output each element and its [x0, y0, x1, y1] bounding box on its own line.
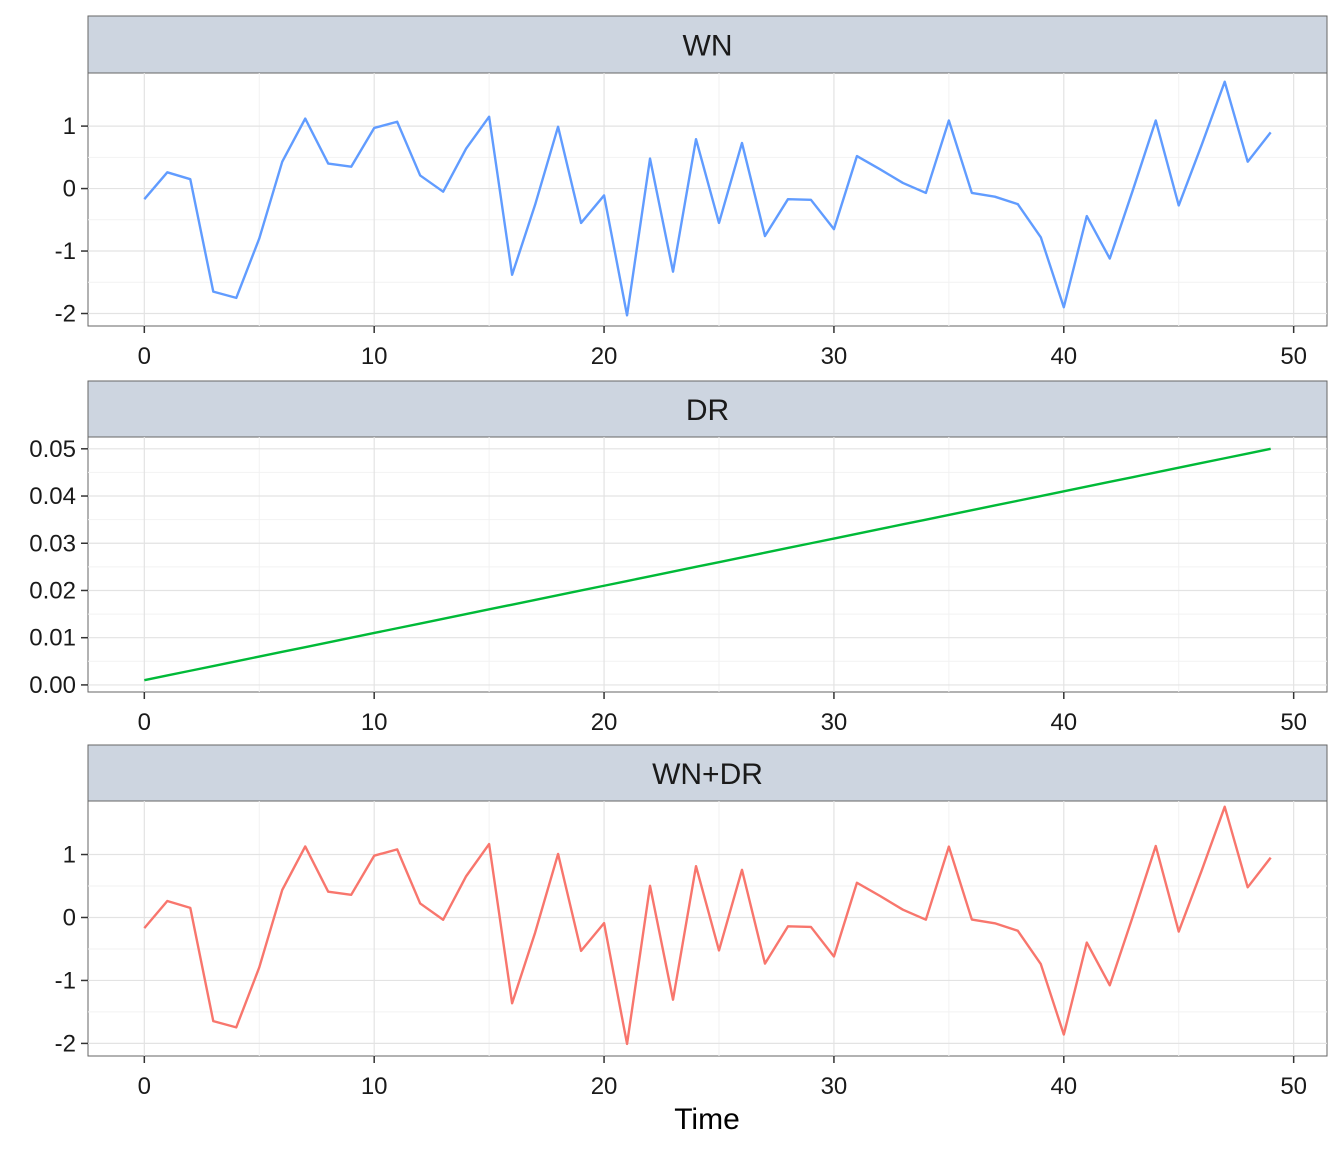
- gridlines: [88, 801, 1327, 1056]
- strip-background: [87, 15, 1328, 74]
- y-tick-label: -1: [55, 967, 76, 994]
- y-tick-label: 1: [63, 842, 76, 869]
- y-tick-label: 0.03: [29, 530, 76, 557]
- x-tick-label: 40: [1050, 1073, 1077, 1100]
- x-tick-label: 20: [591, 1073, 618, 1100]
- strip-background: [87, 380, 1328, 438]
- x-tick-label: 30: [821, 1073, 848, 1100]
- strip-label: WN+DR: [652, 758, 763, 791]
- x-tick-label: 20: [591, 343, 618, 370]
- plot-area: [87, 800, 1328, 1057]
- series-line-wn: [143, 80, 1272, 317]
- x-tick-label: 0: [138, 343, 151, 370]
- y-tick-label: 1: [63, 113, 76, 140]
- x-tick-label: 10: [361, 1073, 388, 1100]
- y-tick-label: 0: [63, 176, 76, 203]
- panel-dr: DR 0.00 0.01 0.02 0.03 0.04 0.05 0 10 20 30 40 50: [29, 380, 1328, 736]
- y-tick-label: 0: [63, 904, 76, 931]
- x-tick-label: 30: [821, 709, 848, 736]
- strip-background: [87, 744, 1328, 802]
- series-line-wn-dr: [143, 805, 1272, 1046]
- x-tick-label: 50: [1280, 1073, 1307, 1100]
- y-tick-label: 0.01: [29, 625, 76, 652]
- x-tick-label: 40: [1050, 343, 1077, 370]
- x-axis-title: Time: [674, 1103, 740, 1136]
- x-tick-label: 20: [591, 709, 618, 736]
- y-tick-label: 0.02: [29, 577, 76, 604]
- series-layer: [144, 447, 1271, 682]
- x-tick-label: 10: [361, 709, 388, 736]
- y-tick-label: -2: [55, 301, 76, 328]
- y-tick-label: -1: [55, 238, 76, 265]
- x-tick-label: 30: [821, 343, 848, 370]
- axes: 0.00 0.01 0.02 0.03 0.04 0.05 0 10 20 30 40 50: [29, 436, 1307, 736]
- y-tick-label: 0.00: [29, 672, 76, 699]
- series-layer: [143, 805, 1272, 1046]
- x-tick-label: 50: [1280, 343, 1307, 370]
- strip-label: WN: [683, 30, 733, 63]
- gridlines: [88, 437, 1327, 692]
- x-tick-label: 0: [138, 1073, 151, 1100]
- y-tick-label: 0.04: [29, 483, 76, 510]
- x-tick-label: 50: [1280, 709, 1307, 736]
- y-tick-label: 0.05: [29, 436, 76, 463]
- strip-label: DR: [686, 394, 729, 427]
- gridlines: [88, 73, 1327, 326]
- x-tick-label: 10: [361, 343, 388, 370]
- series-line-dr: [144, 447, 1271, 682]
- y-tick-label: -2: [55, 1030, 76, 1057]
- x-tick-label: 40: [1050, 709, 1077, 736]
- series-layer: [143, 80, 1272, 317]
- x-tick-label: 0: [138, 709, 151, 736]
- plot-area: [87, 72, 1328, 327]
